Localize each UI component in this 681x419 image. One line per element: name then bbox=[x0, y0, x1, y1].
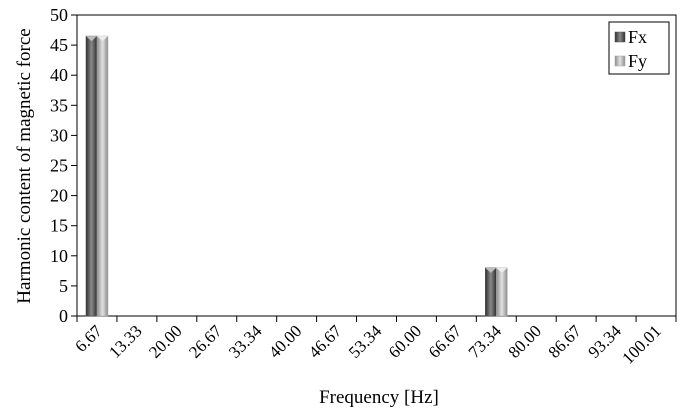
bar-cap bbox=[496, 267, 508, 273]
x-tick-label: 80.00 bbox=[505, 321, 545, 361]
y-tick-label: 0 bbox=[59, 306, 68, 326]
x-tick-label: 6.67 bbox=[71, 321, 106, 356]
bar-cap bbox=[96, 36, 108, 42]
bar-cap bbox=[485, 267, 497, 273]
legend-swatch-fy bbox=[614, 55, 626, 67]
x-tick-label: 100.01 bbox=[618, 321, 664, 367]
x-tick-label: 60.00 bbox=[385, 321, 425, 361]
legend-label-fx: Fx bbox=[628, 27, 647, 47]
legend-label-fy: Fy bbox=[628, 51, 647, 71]
bar-cap bbox=[85, 36, 97, 42]
x-tick-label: 53.34 bbox=[345, 321, 386, 362]
y-tick-label: 45 bbox=[50, 35, 68, 55]
x-axis: 6.67 13.33 20.00 26.67 33.34 40.00 46.67 53.34 6… bbox=[71, 316, 677, 368]
legend-swatch-fx bbox=[614, 31, 626, 43]
x-tick-label: 13.33 bbox=[105, 321, 145, 361]
y-tick-label: 30 bbox=[50, 125, 68, 145]
y-axis: 0 5 10 15 20 25 30 35 40 45 50 bbox=[50, 5, 77, 326]
x-tick-label: 33.34 bbox=[225, 321, 266, 362]
bar-fy-6.67 bbox=[96, 35, 109, 317]
x-tick-label: 26.67 bbox=[185, 321, 226, 362]
y-tick-label: 10 bbox=[50, 246, 68, 266]
bar-fx-6.67 bbox=[85, 35, 98, 317]
plot-border bbox=[76, 14, 677, 317]
y-tick-label: 5 bbox=[59, 276, 68, 296]
legend: Fx Fy bbox=[608, 21, 670, 75]
x-tick-label: 66.67 bbox=[425, 321, 466, 362]
y-tick-label: 25 bbox=[50, 156, 68, 176]
x-axis-label: Frequency [Hz] bbox=[319, 387, 439, 408]
y-tick-label: 35 bbox=[50, 95, 68, 115]
bar-fy-73.34 bbox=[496, 267, 508, 317]
y-tick-label: 15 bbox=[50, 216, 68, 236]
bar-fx-73.34 bbox=[485, 267, 497, 317]
x-tick-label: 73.34 bbox=[465, 321, 506, 362]
x-tick-label: 40.00 bbox=[265, 321, 305, 361]
bars bbox=[85, 35, 508, 317]
x-tick-label: 20.00 bbox=[145, 321, 185, 361]
y-axis-label: Harmonic content of magnetic force bbox=[14, 28, 35, 303]
x-tick-label: 86.67 bbox=[545, 321, 586, 362]
y-tick-label: 50 bbox=[50, 5, 68, 25]
y-tick-label: 20 bbox=[50, 186, 68, 206]
plot-area bbox=[76, 14, 677, 317]
x-tick-label: 46.67 bbox=[305, 321, 346, 362]
y-tick-label: 40 bbox=[50, 65, 68, 85]
